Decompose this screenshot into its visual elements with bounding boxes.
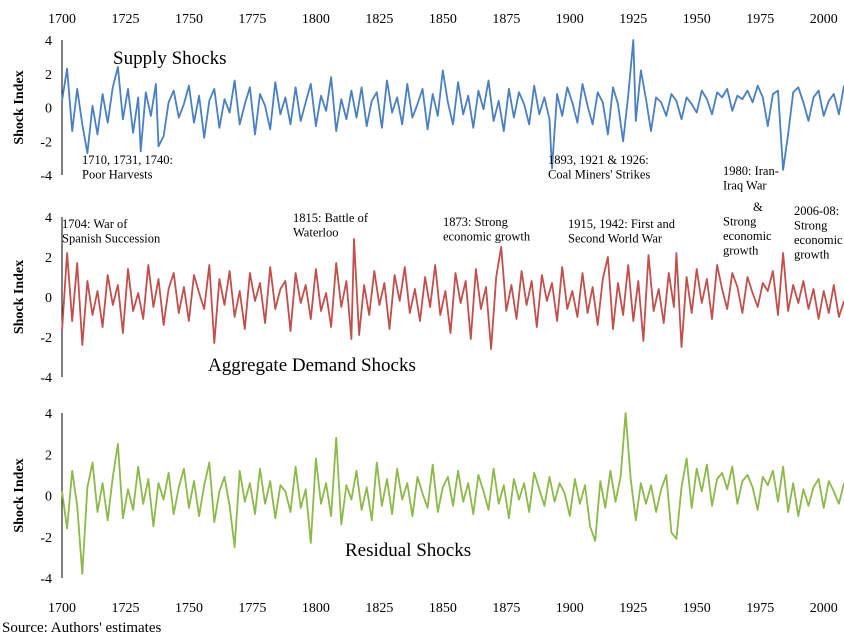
annotation-line: growth — [723, 244, 759, 258]
annotation-line: Poor Harvests — [82, 168, 153, 182]
y-tick-label: -2 — [40, 331, 52, 346]
x-tick-label: 1825 — [365, 601, 393, 616]
x-tick-label: 1825 — [365, 12, 393, 27]
x-tick-label: 1700 — [48, 12, 76, 27]
x-tick-label: 1975 — [746, 601, 774, 616]
y-tick-label: -4 — [40, 371, 52, 386]
x-tick-label: 2000 — [810, 601, 838, 616]
annotation-line: 1710, 1731, 1740: — [82, 153, 173, 167]
panel-title: Supply Shocks — [113, 48, 227, 69]
y-tick-label: 4 — [45, 211, 52, 226]
x-tick-label: 1800 — [302, 601, 330, 616]
series-line — [61, 39, 844, 171]
y-axis-label: Shock Index — [12, 260, 27, 334]
y-tick-label: 0 — [45, 291, 52, 306]
annotation-line: Spanish Succession — [62, 232, 161, 246]
x-tick-label: 2000 — [810, 12, 838, 27]
annotation-line: 1915, 1942: First and — [568, 217, 676, 231]
annotation-line: Waterloo — [293, 226, 339, 240]
y-tick-label: -2 — [40, 135, 52, 150]
y-axis-label: Shock Index — [12, 458, 27, 532]
annotation-line: 1980: Iran- — [723, 164, 779, 178]
x-tick-label: 1950 — [683, 601, 711, 616]
y-tick-label: 2 — [45, 251, 52, 266]
annotation: 1815: Battle of Waterloo — [293, 211, 369, 240]
chart-panel-3: 4 2 0 -2 -4 Shock Index 1700 1725 1750 1775 1800 18… — [12, 407, 844, 616]
chart-panel-2: 4 2 0 -2 -4 Shock Index Aggregate Demand Shock… — [12, 200, 844, 386]
annotation: 1980: Iran-Iraq War — [723, 164, 779, 193]
y-axis-label: Shock Index — [12, 70, 27, 144]
annotation: 1893, 1921 & 1926: Coal Miners' Strikes — [548, 153, 650, 182]
x-tick-label: 1725 — [111, 601, 139, 616]
annotation-line: Iraq War — [723, 179, 767, 193]
annotation: 1710, 1731, 1740: Poor Harvests — [82, 153, 173, 182]
chart-panel-1: 4 2 0 -2 -4 Shock Index 1700 1725 1750 1775 1800 18… — [12, 12, 844, 193]
annotation-line: economic — [723, 229, 772, 243]
series-line — [61, 238, 844, 350]
annotation-line: Second World War — [568, 232, 663, 246]
annotation-line: 2006-08: — [794, 204, 839, 218]
x-tick-label: 1725 — [111, 12, 139, 27]
annotation: 1704: War of Spanish Succession — [62, 217, 161, 246]
annotation-line: 1704: War of — [62, 217, 128, 231]
y-tick-label: 2 — [45, 448, 52, 463]
x-tick-label: 1750 — [175, 601, 203, 616]
annotation-line: Strong — [794, 219, 828, 233]
y-tick-label: -2 — [40, 531, 52, 546]
annotation: 1873: Strong economic growth — [443, 215, 531, 244]
annotation-line: economic — [794, 233, 843, 247]
x-tick-label: 1900 — [556, 12, 584, 27]
series-line — [61, 412, 844, 575]
y-tick-label: -4 — [40, 169, 52, 184]
annotation: & Strong economic growth — [723, 200, 772, 258]
x-tick-label: 1850 — [429, 601, 457, 616]
annotation: 2006-08: Strong economic growth — [794, 204, 843, 262]
annotation-line: growth — [794, 248, 830, 262]
panel-title: Residual Shocks — [345, 540, 471, 561]
x-tick-label: 1775 — [238, 601, 266, 616]
x-tick-label: 1750 — [175, 12, 203, 27]
annotation-line: & — [753, 200, 763, 214]
x-tick-label: 1850 — [429, 12, 457, 27]
x-tick-label: 1950 — [683, 12, 711, 27]
x-tick-label: 1925 — [619, 12, 647, 27]
annotation-line: 1873: Strong — [443, 215, 509, 229]
annotation-line: Strong — [723, 215, 757, 229]
annotation-line: Coal Miners' Strikes — [548, 168, 650, 182]
annotation: 1915, 1942: First and Second World War — [568, 217, 676, 246]
y-tick-label: 0 — [45, 490, 52, 505]
y-tick-label: 0 — [45, 102, 52, 117]
y-tick-label: -4 — [40, 572, 52, 587]
x-tick-label: 1900 — [556, 601, 584, 616]
y-tick-label: 4 — [45, 407, 52, 422]
annotation-line: 1815: Battle of — [293, 211, 369, 225]
y-tick-label: 2 — [45, 68, 52, 83]
annotation-line: economic growth — [443, 230, 531, 244]
x-tick-label: 1875 — [492, 601, 520, 616]
source-note: Source: Authors' estimates — [2, 620, 162, 636]
x-tick-label: 1775 — [238, 12, 266, 27]
x-tick-label: 1875 — [492, 12, 520, 27]
x-tick-label: 1975 — [746, 12, 774, 27]
x-tick-label: 1925 — [619, 601, 647, 616]
x-tick-label: 1700 — [48, 601, 76, 616]
y-tick-label: 4 — [45, 34, 52, 49]
panel-title: Aggregate Demand Shocks — [208, 355, 416, 376]
x-tick-label: 1800 — [302, 12, 330, 27]
annotation-line: 1893, 1921 & 1926: — [548, 153, 649, 167]
